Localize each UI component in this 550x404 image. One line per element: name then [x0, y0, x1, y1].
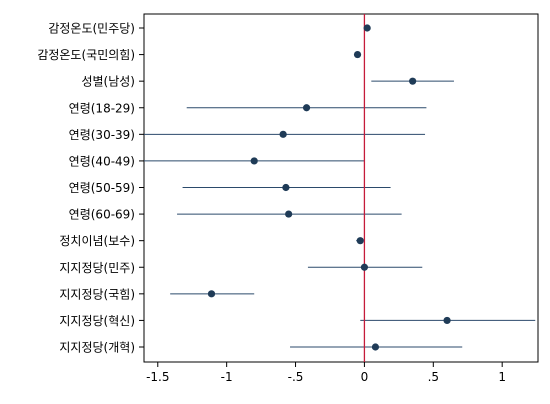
point-estimate [302, 104, 311, 112]
x-tick-label: -1 [221, 370, 233, 384]
point-estimate [371, 343, 380, 351]
point-estimate [363, 24, 371, 32]
y-tick-label: 연령(18-29) [69, 101, 135, 115]
y-tick-label: 성별(남성) [81, 75, 135, 89]
y-tick-label: 지지정당(개혁) [59, 341, 135, 355]
point-estimate [356, 237, 364, 245]
point-estimate [353, 50, 362, 59]
y-tick-label: 연령(30-39) [69, 128, 135, 142]
x-tick-label: -1.5 [146, 370, 169, 384]
x-tick-label: -.5 [288, 370, 304, 384]
point-estimate [360, 263, 369, 271]
point-estimate [250, 157, 258, 165]
point-estimate [443, 316, 451, 325]
y-tick-label: 지지정당(혁신) [59, 314, 135, 328]
x-tick-label: 0 [361, 370, 369, 384]
x-tick-label: .5 [428, 370, 439, 384]
y-tick-label: 지지정당(민주) [59, 261, 135, 275]
y-tick-label: 연령(50-59) [69, 181, 135, 195]
y-tick-label: 연령(60-69) [69, 208, 135, 222]
y-tick-label: 정치이념(보수) [59, 234, 135, 248]
y-tick-label: 연령(40-49) [69, 154, 135, 168]
point-estimate [279, 130, 287, 138]
x-tick-label: 1 [498, 370, 506, 384]
y-tick-label: 감정온도(국민의힘) [37, 48, 135, 62]
point-estimate [285, 210, 293, 218]
y-tick-label: 감정온도(민주당) [48, 22, 135, 36]
point-estimate [409, 77, 417, 85]
point-estimate [282, 183, 290, 192]
point-estimate [207, 290, 216, 298]
y-tick-label: 지지정당(국힘) [59, 287, 135, 301]
